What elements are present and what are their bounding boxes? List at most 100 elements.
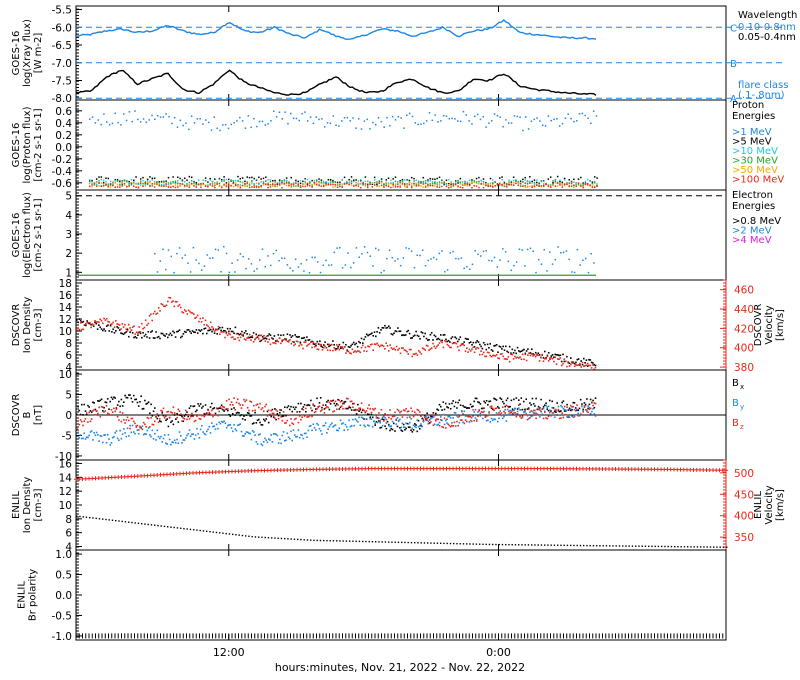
b-field-point bbox=[176, 438, 178, 441]
proton-point bbox=[505, 183, 508, 185]
dscovr-plasma-point bbox=[211, 330, 213, 333]
b-field-point bbox=[136, 429, 139, 431]
b-field-point bbox=[135, 426, 138, 428]
dscovr-plasma-point bbox=[77, 321, 79, 324]
dscovr-plasma-point bbox=[515, 352, 517, 355]
enlil-density-point bbox=[375, 541, 377, 543]
enlil-density-point bbox=[563, 544, 565, 547]
b-field-point bbox=[532, 409, 535, 412]
proton-point bbox=[582, 186, 584, 188]
dscovr-plasma-point bbox=[380, 344, 382, 347]
proton-point bbox=[498, 184, 501, 187]
proton-point bbox=[348, 178, 350, 181]
dscovr-plasma-point bbox=[280, 334, 282, 337]
electron-point bbox=[399, 264, 402, 267]
dscovr-plasma-point bbox=[108, 321, 111, 323]
dscovr-plasma-point bbox=[402, 347, 404, 349]
b-field-point bbox=[292, 406, 295, 409]
dscovr-plasma-point bbox=[168, 334, 170, 336]
dscovr-plasma-point bbox=[321, 346, 324, 348]
proton-point bbox=[311, 184, 313, 186]
right-y-axis-label: Velocity bbox=[764, 485, 775, 524]
proton-point bbox=[549, 176, 552, 178]
b-field-point bbox=[496, 413, 499, 416]
b-field-point bbox=[446, 406, 448, 408]
y-tick-label: -5 bbox=[62, 430, 72, 442]
b-field-point bbox=[94, 414, 97, 416]
proton-point bbox=[188, 184, 191, 187]
b-field-point bbox=[111, 411, 114, 414]
proton-point bbox=[489, 184, 492, 186]
x-axis-title: hours:minutes, Nov. 21, 2022 - Nov. 22, … bbox=[274, 661, 526, 674]
dscovr-plasma-point bbox=[588, 358, 590, 361]
proton-point bbox=[406, 179, 408, 182]
enlil-density-point bbox=[436, 542, 439, 544]
electron-point bbox=[507, 260, 510, 263]
proton-point bbox=[492, 186, 494, 188]
proton-point bbox=[255, 185, 258, 187]
b-field-point bbox=[446, 418, 448, 421]
electron-point bbox=[493, 256, 496, 259]
b-field-point bbox=[355, 409, 358, 411]
enlil-density-point bbox=[475, 543, 478, 545]
proton-point bbox=[219, 129, 221, 132]
dscovr-plasma-point bbox=[155, 331, 157, 333]
b-field-point bbox=[524, 408, 526, 411]
b-field-point bbox=[259, 433, 261, 435]
dscovr-plasma-point bbox=[85, 324, 87, 327]
dscovr-plasma-point bbox=[143, 335, 146, 337]
proton-point bbox=[165, 185, 167, 188]
proton-point bbox=[392, 186, 394, 188]
b-field-point bbox=[531, 397, 534, 400]
proton-point bbox=[163, 183, 165, 186]
proton-point bbox=[589, 180, 591, 182]
b-field-point bbox=[188, 407, 191, 409]
b-field-point bbox=[142, 433, 145, 436]
b-field-point bbox=[210, 409, 213, 412]
b-field-point bbox=[329, 403, 332, 405]
dscovr-plasma-point bbox=[568, 362, 571, 365]
proton-point bbox=[438, 181, 441, 183]
b-field-point bbox=[444, 427, 447, 429]
proton-point bbox=[417, 184, 420, 187]
b-field-point bbox=[307, 404, 310, 406]
b-field-point bbox=[89, 410, 92, 412]
b-field-point bbox=[109, 400, 112, 403]
b-field-point bbox=[167, 425, 170, 428]
b-field-point bbox=[416, 408, 419, 411]
proton-point bbox=[559, 182, 561, 185]
proton-point bbox=[556, 118, 558, 120]
electron-point bbox=[355, 247, 358, 249]
dscovr-plasma-point bbox=[121, 332, 124, 335]
b-field-point bbox=[307, 429, 310, 432]
proton-point bbox=[149, 185, 151, 187]
b-field-point bbox=[386, 420, 389, 423]
b-field-point bbox=[416, 419, 419, 421]
dscovr-plasma-point bbox=[371, 343, 373, 346]
b-field-point bbox=[236, 424, 239, 427]
proton-point bbox=[241, 120, 244, 122]
electron-point bbox=[275, 249, 278, 252]
proton-point bbox=[380, 180, 383, 183]
b-field-point bbox=[191, 433, 193, 436]
proton-point bbox=[316, 183, 318, 186]
enlil-density-point bbox=[570, 544, 572, 547]
dscovr-plasma-point bbox=[320, 345, 322, 348]
enlil-density-point bbox=[654, 545, 656, 548]
electron-point bbox=[557, 246, 559, 248]
dscovr-plasma-point bbox=[142, 327, 144, 330]
proton-point bbox=[181, 179, 184, 181]
b-field-point bbox=[343, 401, 346, 403]
b-field-point bbox=[103, 434, 105, 436]
b-field-point bbox=[167, 410, 170, 413]
b-field-point bbox=[269, 439, 271, 441]
dscovr-plasma-point bbox=[130, 329, 133, 331]
electron-point bbox=[350, 266, 352, 269]
b-field-point bbox=[422, 420, 425, 423]
electron-point bbox=[479, 255, 482, 257]
proton-point bbox=[312, 122, 315, 125]
b-field-point bbox=[584, 409, 587, 411]
proton-point bbox=[179, 182, 181, 185]
proton-point bbox=[501, 176, 503, 178]
proton-point bbox=[325, 183, 327, 185]
